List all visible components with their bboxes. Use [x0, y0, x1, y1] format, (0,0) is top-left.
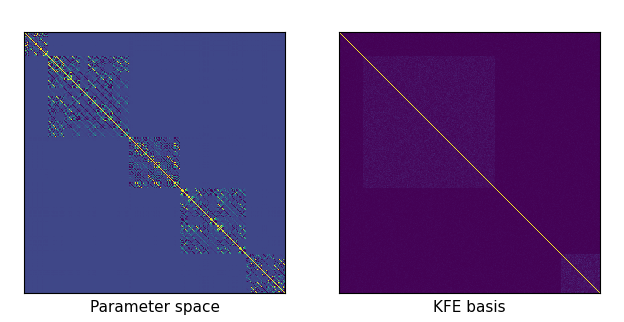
X-axis label: KFE basis: KFE basis — [433, 300, 505, 315]
X-axis label: Parameter space: Parameter space — [90, 300, 220, 315]
